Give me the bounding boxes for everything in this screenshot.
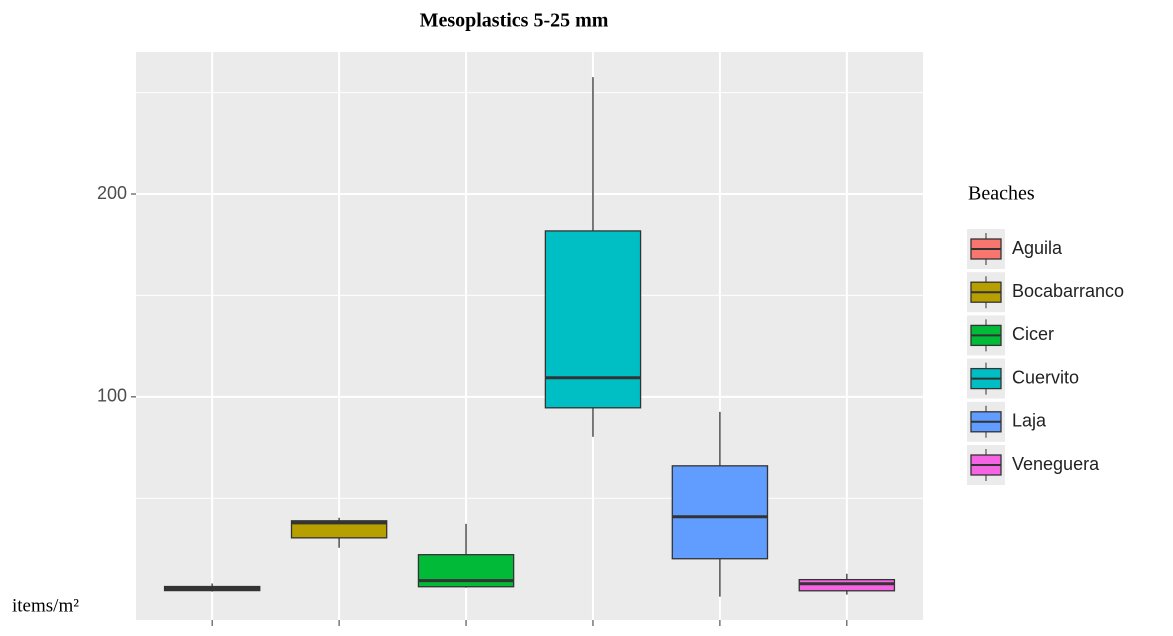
y-tick-label: 200	[97, 183, 127, 203]
box	[671, 465, 769, 560]
legend-label: Cuervito	[1012, 367, 1079, 387]
legend-title: Beaches	[968, 183, 1035, 205]
legend-label: Veneguera	[1012, 454, 1100, 474]
panel	[136, 52, 923, 620]
y-tick-label: 100	[97, 386, 127, 406]
box	[798, 578, 896, 592]
legend-label: Laja	[1012, 411, 1047, 431]
box	[290, 520, 388, 539]
y-axis-label: items/m²	[12, 595, 79, 616]
legend-label: Bocabarranco	[1012, 281, 1124, 301]
legend-label: Cicer	[1012, 324, 1054, 344]
box	[544, 230, 642, 409]
chart-title: Mesoplastics 5-25 mm	[420, 10, 609, 32]
legend-label: Aguila	[1012, 238, 1063, 258]
